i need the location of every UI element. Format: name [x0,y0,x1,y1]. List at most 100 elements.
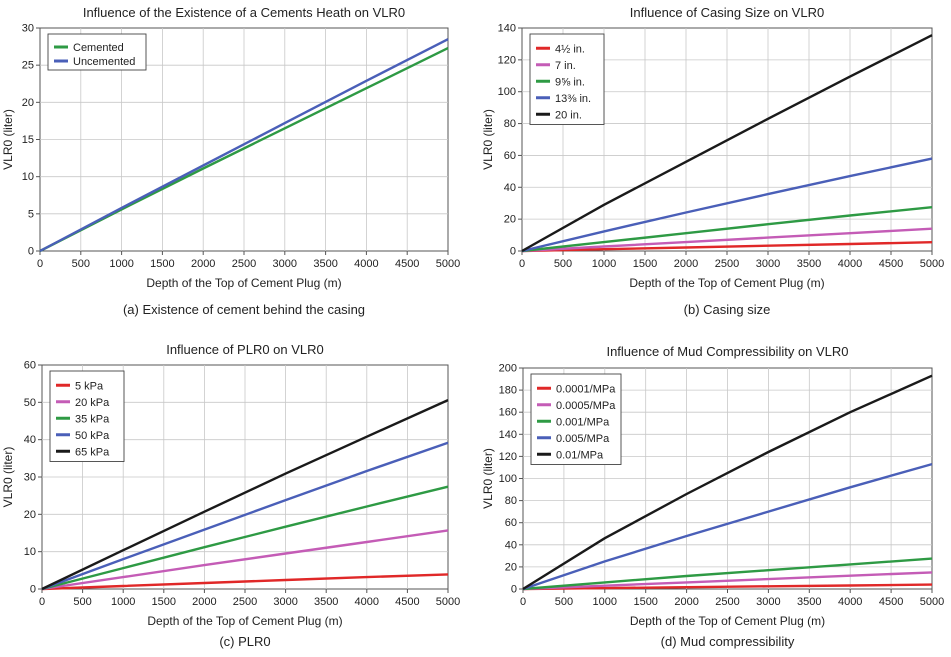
panel-caption: (b) Casing size [684,302,771,317]
x-tick-label: 1000 [109,258,133,270]
y-tick-label: 140 [498,23,516,35]
x-tick-label: 2000 [674,258,698,270]
legend-label: Cemented [73,42,124,54]
chart-title: Influence of Mud Compressibility on VLR0 [606,344,848,359]
series-line-1 [41,573,449,591]
y-tick-label: 20 [22,97,34,109]
y-tick-label: 80 [505,495,517,507]
y-tick-label: 15 [22,134,34,146]
x-axis-label: Depth of the Top of Cement Plug (m) [629,276,824,290]
x-tick-label: 500 [554,258,572,270]
y-tick-label: 120 [499,451,517,463]
series-line-3 [521,206,933,253]
panel-caption: (a) Existence of cement behind the casin… [123,302,365,317]
x-tick-label: 4000 [838,258,862,270]
y-tick-label: 200 [499,363,517,375]
series-line-2 [41,529,449,591]
y-tick-label: 20 [504,214,516,226]
legend-label: 7 in. [555,60,576,72]
series-line-2 [522,571,933,591]
y-tick-label: 5 [28,208,34,220]
series-line-3 [522,557,933,591]
legend-label: 0.001/MPa [556,416,610,428]
x-tick-label: 4500 [395,596,419,608]
x-axis-label: Depth of the Top of Cement Plug (m) [630,614,825,628]
y-tick-label: 40 [505,539,517,551]
series-line-3 [41,485,449,591]
chart-panel-4: Influence of Mud Compressibility on VLR0… [481,344,944,649]
series-line-4 [41,441,449,591]
x-tick-label: 500 [72,258,90,270]
legend-label: 4½ in. [555,43,585,55]
x-tick-label: 1500 [633,258,657,270]
panel-caption: (d) Mud compressibility [661,634,795,649]
x-tick-label: 2500 [233,596,257,608]
y-tick-label: 120 [498,54,516,66]
chart-panel-3: Influence of PLR0 on VLR0 0 10 20 30 40 50 60 0 5… [1,342,460,649]
series-line-4 [522,462,933,591]
x-tick-label: 3500 [314,596,338,608]
chart-panel-1: Influence of the Existence of a Cements … [1,5,460,317]
series-line-4 [521,157,933,253]
y-axis-label: VLR0 (liter) [481,109,495,170]
legend-label: 0.0001/MPa [556,383,616,395]
x-tick-label: 2000 [191,258,215,270]
legend-label: 0.01/MPa [556,449,604,461]
x-tick-label: 0 [520,596,526,608]
series-line-2 [39,38,449,253]
x-tick-label: 2500 [232,258,256,270]
x-tick-label: 5000 [920,258,944,270]
y-axis-label: VLR0 (liter) [481,448,495,509]
y-tick-label: 0 [30,584,36,596]
series-line-2 [521,227,933,253]
x-tick-label: 5000 [436,258,460,270]
x-tick-label: 3500 [313,258,337,270]
y-tick-label: 80 [504,118,516,130]
y-tick-label: 60 [24,360,36,372]
x-tick-label: 0 [37,258,43,270]
x-tick-label: 1500 [633,596,657,608]
x-tick-label: 3000 [273,258,297,270]
legend-label: 50 kPa [75,430,110,442]
y-tick-label: 160 [499,407,517,419]
x-tick-label: 500 [73,596,91,608]
x-tick-label: 1000 [592,258,616,270]
chart-title: Influence of the Existence of a Cements … [83,5,405,20]
x-tick-label: 5000 [436,596,460,608]
x-tick-label: 4500 [395,258,419,270]
legend-box [47,33,147,71]
y-tick-label: 0 [28,246,34,258]
legend-label: Uncemented [73,56,135,68]
x-tick-label: 4000 [354,258,378,270]
x-tick-label: 2500 [715,258,739,270]
y-tick-label: 60 [504,150,516,162]
legend-label: 65 kPa [75,446,110,458]
x-tick-label: 3000 [273,596,297,608]
x-tick-label: 3000 [756,596,780,608]
y-tick-label: 40 [24,434,36,446]
y-tick-label: 50 [24,397,36,409]
y-tick-label: 20 [24,509,36,521]
x-tick-label: 2000 [192,596,216,608]
chart-title: Influence of PLR0 on VLR0 [166,342,324,357]
panel-caption: (c) PLR0 [219,634,270,649]
series-line-5 [522,374,933,591]
x-tick-label: 1000 [593,596,617,608]
y-tick-label: 30 [24,472,36,484]
y-tick-label: 100 [499,473,517,485]
legend-label: 13⅜ in. [555,93,591,105]
y-tick-label: 10 [22,171,34,183]
chart-title: Influence of Casing Size on VLR0 [630,5,824,20]
y-tick-label: 30 [22,23,34,35]
legend-label: 9⅝ in. [555,76,585,88]
y-tick-label: 140 [499,429,517,441]
legend-label: 20 kPa [75,397,110,409]
x-tick-label: 5000 [920,596,944,608]
x-tick-label: 4500 [879,258,903,270]
x-tick-label: 4000 [838,596,862,608]
x-tick-label: 1500 [152,596,176,608]
y-tick-label: 40 [504,182,516,194]
y-tick-label: 25 [22,60,34,72]
legend-label: 5 kPa [75,380,104,392]
